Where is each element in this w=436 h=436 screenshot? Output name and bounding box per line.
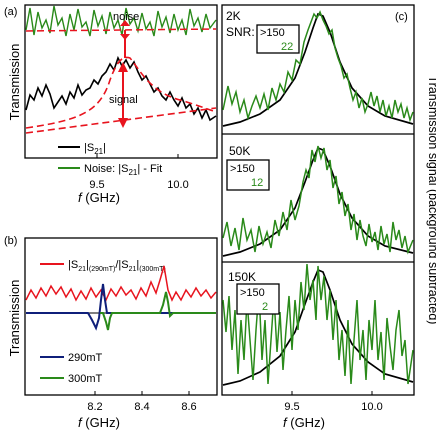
panel-b: (b) |S21|(290mT)/|S21|(300mT) 290mT 300m…: [4, 235, 218, 430]
legend-290-label: 290mT: [68, 352, 103, 364]
panel-a: (a) noise signal |S21| Noise: |S21| - Fi…: [4, 4, 218, 205]
snr-box-150k: [236, 283, 280, 315]
temp-50k: 50K: [229, 144, 250, 158]
panel-b-xtick: 8.6: [181, 401, 196, 413]
snr-box-50k: [226, 159, 270, 191]
s21-fit-curve: [25, 56, 217, 129]
panel-a-xtick: 9.5: [89, 179, 104, 191]
panel-c-label: (c): [395, 11, 408, 23]
snr-bottom-50k: 12: [251, 177, 263, 189]
panel-a-xtick: 10.0: [167, 179, 188, 191]
panel-a-ylabel: Transmission: [7, 44, 22, 121]
legend-noise-label: Noise: |S21| - Fit: [84, 163, 162, 177]
snr-label: SNR:: [226, 25, 255, 39]
temp-2k: 2K: [226, 9, 241, 23]
s300-line: [100, 291, 216, 331]
snr-bottom-150k: 2: [262, 301, 268, 313]
noise-annotation: noise: [113, 11, 139, 23]
noise-arrowheads: [120, 20, 130, 40]
panel-b-ylabel: Transmission: [7, 280, 22, 357]
panel-c-xtick: 9.5: [284, 401, 299, 413]
snr-bottom-2k: 22: [281, 41, 293, 53]
panel-b-xtick: 8.2: [87, 401, 102, 413]
s290-line: [26, 283, 216, 331]
panel-c-sub-50k: 50K >150 12: [222, 144, 414, 257]
temp-150k: 150K: [228, 270, 256, 284]
panel-b-frame: [24, 237, 218, 396]
signal-annotation: signal: [109, 94, 138, 106]
snr-box-2k: [256, 24, 300, 54]
snr-top-50k: >150: [230, 163, 255, 175]
panel-c-sub-2k: 2K SNR: >150 22: [222, 9, 414, 127]
panel-c-ylabel: Transmission signal (background subtract…: [426, 76, 436, 325]
panel-a-frame: [24, 4, 218, 159]
data-line-2k: [222, 10, 414, 123]
data-line-150k: [222, 263, 414, 385]
panel-c: (c) 2K SNR: >150 22 50K >150 12 150K >15: [221, 4, 436, 430]
legend-300-label: 300mT: [68, 373, 103, 385]
legend-s21-label: |S21|: [84, 142, 106, 156]
panel-b-xlabel: f (GHz): [78, 415, 120, 430]
noise-line: [25, 5, 217, 37]
panel-a-label: (a): [4, 6, 17, 18]
ratio-line: [25, 265, 217, 302]
panel-c-xlabel: f (GHz): [283, 415, 325, 430]
panel-a-xlabel: f (GHz): [78, 190, 120, 205]
panel-c-frame: [221, 4, 415, 396]
panel-b-xtick: 8.4: [134, 401, 149, 413]
data-line-50k: [222, 145, 414, 255]
s21-baseline: [25, 107, 217, 134]
panel-c-xtick: 10.0: [361, 401, 382, 413]
noise-baseline: [25, 28, 217, 32]
legend-ratio-label: |S21|(290mT)/|S21|(300mT): [68, 259, 166, 273]
panel-c-sub-150k: 150K >150 2: [222, 263, 414, 386]
snr-top-150k: >150: [240, 287, 265, 299]
s21-line: [25, 55, 217, 122]
snr-top-2k: >150: [260, 27, 285, 39]
panel-b-label: (b): [4, 235, 17, 247]
